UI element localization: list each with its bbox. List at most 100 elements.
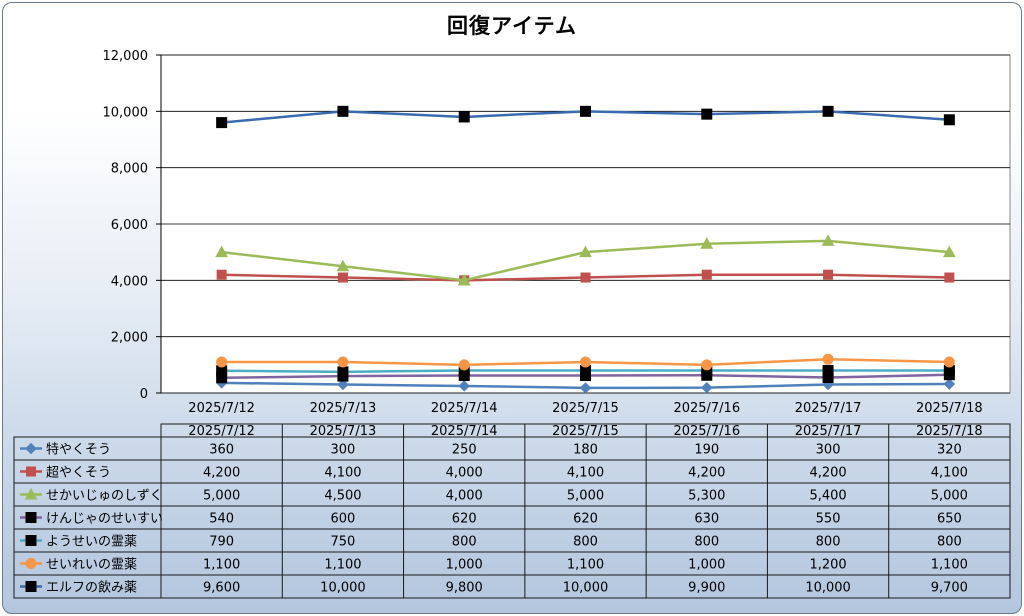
legend-marker [25,535,37,546]
data-point [458,380,470,392]
y-tick-label: 12,000 [103,49,149,64]
table-cell-value: 1,100 [203,558,240,573]
table-cell-value: 1,100 [931,558,968,573]
table-cell-value: 800 [816,535,841,550]
table-cell-value: 9,700 [931,581,968,596]
table-cell-value: 5,000 [567,489,604,504]
table-cell-value: 800 [694,535,719,550]
table-header-label: 2025/7/14 [431,424,498,439]
data-point [579,382,592,394]
table-cell-value: 4,100 [931,466,968,481]
table-header-label: 2025/7/15 [552,424,619,439]
y-tick-label: 0 [140,387,148,402]
data-point [821,234,835,246]
data-point [458,111,470,123]
legend-label: 特やくそう [46,443,111,458]
table-cell-value: 10,000 [320,581,366,596]
data-point [457,273,471,286]
legend-marker [25,581,37,592]
data-point [216,269,227,280]
chart-title: 回復アイテム [447,14,577,38]
y-tick-label: 8,000 [111,162,148,177]
table-header-label: 2025/7/16 [673,424,740,439]
legend-label: けんじゃのせいすい [46,512,163,527]
table-cell-value: 4,000 [446,489,483,504]
data-point [822,364,834,376]
table-cell-value: 1,000 [446,558,483,573]
table-cell-value: 320 [937,443,962,458]
legend-marker [25,558,37,569]
table-cell-value: 300 [331,443,356,458]
data-point [216,117,228,129]
x-tick-label: 2025/7/12 [188,401,255,416]
table-cell-value: 800 [573,535,598,550]
data-point [579,245,592,258]
table-cell-value: 1,000 [688,558,725,573]
table-cell-value: 9,800 [446,581,483,596]
data-point [215,245,228,258]
x-tick-label: 2025/7/18 [916,401,983,416]
table-cell-value: 750 [331,535,356,550]
table-cell-value: 9,600 [203,581,240,596]
table-cell-value: 600 [331,512,356,527]
data-point [337,272,348,283]
table-cell-value: 650 [937,512,962,527]
table-cell-value: 540 [209,512,234,527]
data-point [337,356,349,368]
data-point [943,378,956,390]
y-tick-label: 10,000 [103,105,149,120]
table-cell-value: 4,000 [446,466,483,481]
table-cell-value: 630 [694,512,719,527]
x-tick-label: 2025/7/16 [673,401,740,416]
x-tick-label: 2025/7/14 [431,401,498,416]
y-tick-label: 4,000 [111,274,148,289]
data-point [216,356,228,368]
table-cell-value: 250 [452,443,477,458]
data-point [701,359,713,371]
table-cell-value: 4,100 [324,466,361,481]
data-point [700,237,714,249]
y-tick-label: 2,000 [111,331,148,346]
table-cell-value: 10,000 [563,581,609,596]
legend-label: エルフの飲み薬 [46,580,137,596]
data-point [337,366,349,378]
table-cell-value: 10,000 [805,581,851,596]
table-cell-value: 190 [694,443,719,458]
table-cell-value: 550 [816,512,841,527]
data-point [944,272,955,283]
data-point [701,381,713,394]
data-point [822,353,834,365]
legend-marker [25,442,37,455]
data-point [337,105,349,117]
data-point [337,378,349,391]
table-cell-value: 620 [573,512,598,527]
table-header-label: 2025/7/13 [310,424,377,439]
x-tick-label: 2025/7/15 [552,401,619,416]
table-cell-value: 5,000 [931,489,968,504]
data-point [701,108,713,120]
table-cell-value: 300 [816,443,841,458]
table-cell-value: 790 [209,535,234,550]
table-cell-value: 9,900 [688,581,725,596]
table-cell-value: 5,400 [809,489,846,504]
legend-marker [25,512,37,523]
data-point [701,269,712,280]
legend-marker [26,466,36,477]
table-cell-value: 180 [573,443,598,458]
table-cell-value: 5,300 [688,489,725,504]
table-cell-value: 800 [937,535,962,550]
legend-label: せいれいの霊薬 [46,558,137,573]
data-point [580,272,591,283]
data-point [458,359,470,371]
table-cell-value: 1,100 [324,558,361,573]
table-cell-value: 4,200 [203,466,240,481]
legend-label: ようせいの霊薬 [46,535,137,550]
x-tick-label: 2025/7/17 [795,401,862,416]
data-point [580,105,591,117]
legend-label: せかいじゅのしずく [46,489,163,504]
table-cell-value: 4,200 [809,466,846,481]
table-cell-value: 360 [209,443,234,458]
data-point [822,105,834,117]
table-cell-value: 5,000 [203,489,240,504]
